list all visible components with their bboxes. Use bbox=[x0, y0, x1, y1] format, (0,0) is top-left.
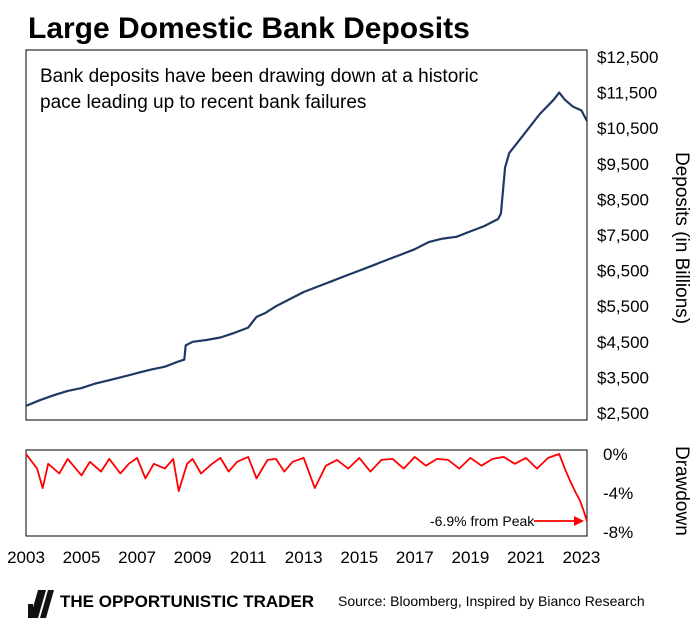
x-tick-label: 2005 bbox=[63, 548, 101, 567]
deposits-y-tick-label: $2,500 bbox=[597, 404, 649, 423]
drawdown-y-axis: 0% -4% -8% bbox=[603, 445, 633, 542]
x-tick-label: 2009 bbox=[174, 548, 212, 567]
deposits-annotation-line2: pace leading up to recent bank failures bbox=[40, 92, 366, 113]
deposits-y-tick-label: $9,500 bbox=[597, 155, 649, 174]
brand-name: THE OPPORTUNISTIC TRADER bbox=[60, 592, 314, 611]
deposits-y-axis-label: Deposits (in Billions) bbox=[671, 152, 692, 324]
deposits-y-tick-label: $12,500 bbox=[597, 48, 658, 67]
drawdown-series-line bbox=[25, 453, 588, 522]
deposits-y-axis: $12,500 $11,500 $10,500 $9,500 $8,500 $7,500 $… bbox=[597, 48, 658, 423]
deposits-series-line bbox=[25, 91, 588, 407]
x-tick-label: 2013 bbox=[285, 548, 323, 567]
deposits-y-tick-label: $4,500 bbox=[597, 333, 649, 352]
deposits-plot-frame bbox=[25, 49, 588, 421]
x-tick-label: 2015 bbox=[340, 548, 378, 567]
deposits-y-tick-label: $7,500 bbox=[597, 226, 649, 245]
x-tick-label: 2017 bbox=[396, 548, 434, 567]
chart-title: Large Domestic Bank Deposits bbox=[28, 12, 470, 45]
x-tick-label: 2019 bbox=[451, 548, 489, 567]
deposits-annotation-line1: Bank deposits have been drawing down at … bbox=[40, 66, 478, 87]
drawdown-y-axis-label: Drawdown bbox=[671, 446, 692, 536]
deposits-annotation: Bank deposits have been drawing down at … bbox=[40, 66, 484, 113]
x-tick-label: 2021 bbox=[507, 548, 545, 567]
drawdown-plot-frame bbox=[25, 449, 588, 537]
deposits-y-tick-label: $11,500 bbox=[597, 84, 657, 103]
drawdown-annotation: -6.9% from Peak bbox=[430, 513, 535, 529]
deposits-y-tick-label: $10,500 bbox=[597, 119, 658, 138]
x-tick-label: 2003 bbox=[7, 548, 45, 567]
drawdown-y-tick-label: -4% bbox=[603, 484, 633, 503]
x-axis: 2003 2005 2007 2009 2011 2013 2015 2017 2019 2021… bbox=[7, 548, 600, 567]
x-tick-label: 2007 bbox=[118, 548, 156, 567]
x-tick-label: 2011 bbox=[230, 548, 267, 567]
drawdown-y-tick-label: 0% bbox=[603, 445, 628, 464]
deposits-y-tick-label: $8,500 bbox=[597, 190, 649, 209]
drawdown-y-tick-label: -8% bbox=[603, 523, 633, 542]
x-tick-label: 2023 bbox=[562, 548, 600, 567]
source-note: Source: Bloomberg, Inspired by Bianco Re… bbox=[338, 593, 645, 609]
deposits-y-tick-label: $5,500 bbox=[597, 297, 649, 316]
deposits-y-tick-label: $6,500 bbox=[597, 262, 649, 281]
deposits-y-tick-label: $3,500 bbox=[597, 368, 649, 387]
brand-logo-icon bbox=[28, 590, 54, 618]
drawdown-arrow-head bbox=[574, 516, 584, 526]
